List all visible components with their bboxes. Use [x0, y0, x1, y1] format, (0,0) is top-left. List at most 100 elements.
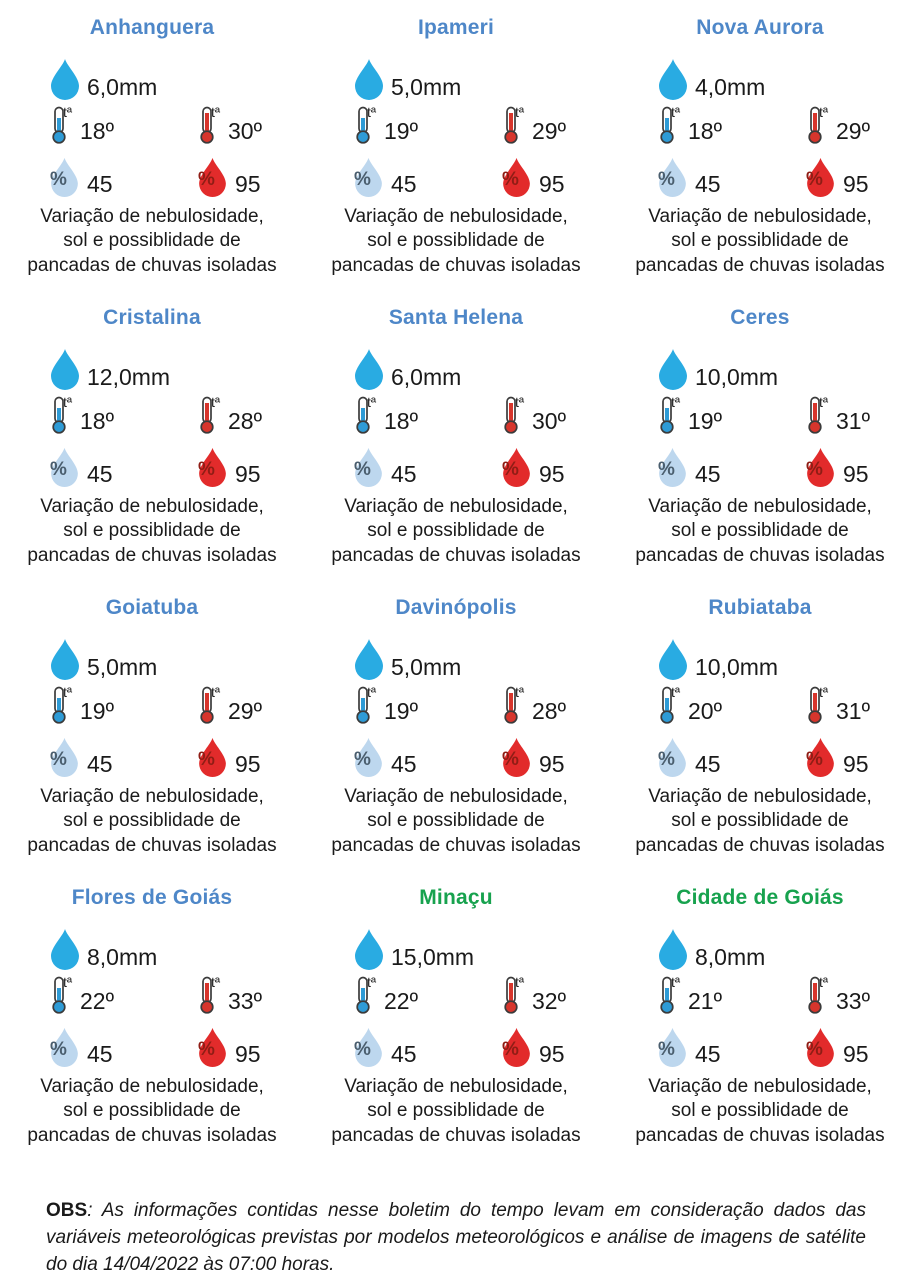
- city-card: Ipameri 5,0mm tª 19º tª 29º: [304, 12, 608, 302]
- min-humidity-drop-icon: %: [48, 156, 81, 198]
- percent-symbol: %: [806, 1039, 823, 1060]
- min-temp-group: tª 19º: [656, 394, 804, 434]
- description-line: pancadas de chuvas isoladas: [331, 834, 581, 856]
- description-line: Variação de nebulosidade,: [40, 206, 264, 227]
- description-line: pancadas de chuvas isoladas: [635, 254, 885, 276]
- description-line: sol e possiblidade de: [671, 810, 849, 832]
- max-humidity-group: % 95: [804, 440, 904, 488]
- percent-symbol: %: [198, 1039, 215, 1060]
- city-card: Cidade de Goiás 8,0mm tª 21º tª 33º: [608, 882, 912, 1172]
- max-humidity-group: % 95: [196, 440, 296, 488]
- min-temp-value: 22º: [384, 988, 418, 1014]
- temp-unit-label: tª: [63, 684, 73, 700]
- temp-unit-label: tª: [671, 684, 681, 700]
- min-temp-group: tª 18º: [48, 104, 196, 144]
- temp-unit-label: tª: [515, 684, 525, 700]
- max-temp-value: 31º: [836, 698, 870, 724]
- description-line: Variação de nebulosidade,: [344, 206, 568, 227]
- percent-symbol: %: [806, 749, 823, 770]
- city-name: Ceres: [730, 306, 790, 329]
- max-temp-value: 31º: [836, 408, 870, 434]
- rain-row: 5,0mm: [352, 55, 600, 101]
- temp-unit-label: tª: [515, 394, 525, 410]
- temperature-row: tª 19º tª 29º: [352, 104, 600, 144]
- forecast-description: Variação de nebulosidade, sol e possibli…: [8, 1075, 296, 1148]
- description-line: sol e possiblidade de: [63, 810, 241, 832]
- min-temp-value: 19º: [384, 118, 418, 144]
- forecast-description: Variação de nebulosidade, sol e possibli…: [8, 785, 296, 858]
- temperature-row: tª 19º tª 28º: [352, 684, 600, 724]
- max-humidity-group: % 95: [500, 1020, 600, 1068]
- city-card: Minaçu 15,0mm tª 22º tª 32º: [304, 882, 608, 1172]
- description-line: Variação de nebulosidade,: [40, 1076, 264, 1097]
- description-line: pancadas de chuvas isoladas: [331, 254, 581, 276]
- max-humidity-drop-icon: %: [804, 736, 837, 778]
- rain-amount: 8,0mm: [87, 944, 158, 970]
- max-temp-group: tª 30º: [196, 104, 296, 144]
- forecast-description: Variação de nebulosidade, sol e possibli…: [312, 205, 600, 278]
- description-line: pancadas de chuvas isoladas: [635, 834, 885, 856]
- rain-amount: 15,0mm: [391, 944, 475, 970]
- temp-unit-label: tª: [211, 684, 221, 700]
- min-temp-group: tª 18º: [656, 104, 804, 144]
- temp-unit-label: tª: [367, 104, 377, 120]
- weather-details: 5,0mm tª 19º tª 29º %: [48, 635, 296, 778]
- temperature-row: tª 20º tª 31º: [656, 684, 904, 724]
- min-humidity-value: 45: [391, 1041, 417, 1067]
- rain-drop-icon: [659, 929, 687, 970]
- min-humidity-value: 45: [695, 751, 721, 777]
- temp-unit-label: tª: [63, 104, 73, 120]
- min-temp-value: 19º: [384, 698, 418, 724]
- temperature-row: tª 18º tª 30º: [48, 104, 296, 144]
- city-card: Anhanguera 6,0mm tª 18º tª 30º: [0, 12, 304, 302]
- percent-symbol: %: [806, 169, 823, 190]
- temp-unit-label: tª: [367, 394, 377, 410]
- temp-unit-label: tª: [63, 974, 73, 990]
- min-temp-group: tª 20º: [656, 684, 804, 724]
- percent-symbol: %: [502, 749, 519, 770]
- max-humidity-value: 95: [843, 1041, 869, 1067]
- max-temp-group: tª 29º: [196, 684, 296, 724]
- temperature-row: tª 21º tª 33º: [656, 974, 904, 1014]
- city-card: Rubiataba 10,0mm tª 20º tª 31º: [608, 592, 912, 882]
- max-temp-group: tª 29º: [500, 104, 600, 144]
- max-humidity-value: 95: [235, 751, 261, 777]
- rain-row: 8,0mm: [656, 925, 904, 971]
- min-humidity-group: % 45: [656, 440, 804, 488]
- description-line: Variação de nebulosidade,: [344, 786, 568, 807]
- max-temp-group: tª 31º: [804, 684, 904, 724]
- description-line: sol e possiblidade de: [367, 230, 545, 252]
- temp-unit-label: tª: [211, 394, 221, 410]
- min-humidity-value: 45: [87, 171, 113, 197]
- max-humidity-drop-icon: %: [804, 156, 837, 198]
- max-humidity-value: 95: [539, 751, 565, 777]
- min-humidity-group: % 45: [352, 730, 500, 778]
- description-line: pancadas de chuvas isoladas: [27, 1124, 277, 1146]
- percent-symbol: %: [502, 169, 519, 190]
- min-humidity-group: % 45: [656, 730, 804, 778]
- forecast-description: Variação de nebulosidade, sol e possibli…: [8, 205, 296, 278]
- percent-symbol: %: [50, 169, 67, 190]
- max-temp-group: tª 33º: [804, 974, 904, 1014]
- weather-details: 4,0mm tª 18º tª 29º %: [656, 55, 904, 198]
- max-humidity-drop-icon: %: [196, 156, 229, 198]
- max-temp-group: tª 32º: [500, 974, 600, 1014]
- city-name: Minaçu: [419, 886, 493, 909]
- obs-footer-note: OBS: As informações contidas nesse bolet…: [46, 1198, 866, 1279]
- rain-amount: 8,0mm: [695, 944, 766, 970]
- rain-drop-icon: [355, 929, 383, 970]
- min-humidity-drop-icon: %: [656, 156, 689, 198]
- city-name: Anhanguera: [89, 16, 215, 39]
- rain-row: 6,0mm: [352, 345, 600, 391]
- max-humidity-group: % 95: [500, 730, 600, 778]
- max-humidity-drop-icon: %: [804, 1026, 837, 1068]
- description-line: sol e possiblidade de: [671, 230, 849, 252]
- max-humidity-value: 95: [843, 751, 869, 777]
- description-line: sol e possiblidade de: [367, 1100, 545, 1122]
- rain-row: 5,0mm: [48, 635, 296, 681]
- description-line: pancadas de chuvas isoladas: [635, 1124, 885, 1146]
- max-temp-value: 29º: [836, 118, 870, 144]
- rain-amount: 6,0mm: [87, 74, 158, 100]
- temp-unit-label: tª: [671, 394, 681, 410]
- temp-unit-label: tª: [819, 394, 829, 410]
